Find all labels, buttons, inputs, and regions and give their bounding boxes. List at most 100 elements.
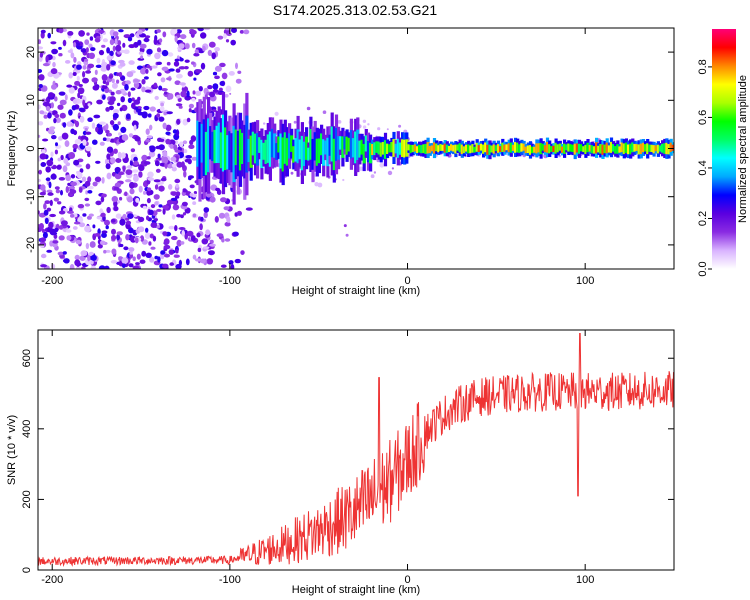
spectrogram-cell (137, 96, 141, 101)
spectrogram-cell (43, 209, 49, 216)
spectrogram-cell (68, 152, 76, 159)
spectrogram-cell (503, 144, 507, 152)
spectrogram-cell (42, 63, 50, 67)
spectrogram-cell (245, 207, 253, 211)
spectrogram-cell (155, 160, 160, 167)
spectrogram-cell (358, 140, 362, 158)
spectrogram-cell (173, 254, 180, 258)
spectrogram-cell (144, 35, 151, 39)
spectrogram-cell (128, 263, 134, 268)
spectrogram-cell (49, 126, 56, 130)
spectrogram-cell (73, 221, 81, 225)
spectrogram-cell (129, 181, 135, 189)
spectrogram-cell (203, 28, 211, 31)
spectrogram-cell (89, 36, 94, 41)
spectrogram-cell (343, 224, 347, 228)
spectrogram-cell (184, 66, 189, 70)
spectrogram-cell (40, 264, 47, 268)
spectrogram-cell (146, 64, 151, 69)
spectrogram-cell (188, 103, 194, 109)
spectrogram-cell (552, 145, 556, 153)
spectrogram-cell (176, 213, 182, 218)
y-tick-label: 400 (21, 420, 33, 438)
spectrogram-cell (40, 31, 45, 39)
spectrogram-cell (654, 145, 658, 152)
spectrogram-cell (187, 158, 192, 165)
spectrogram-cell (77, 92, 81, 99)
colorbar-tick-label: 0.4 (697, 160, 709, 175)
spectrogram-cell (147, 177, 155, 181)
spectrogram-cell (314, 182, 319, 187)
spectrogram-cell (145, 252, 152, 258)
spectrogram-cell (432, 142, 437, 154)
y-tick-label: -20 (25, 237, 37, 253)
spectrogram-cell (38, 169, 42, 175)
spectrogram-cell (124, 84, 129, 91)
spectrogram-cell (320, 133, 324, 156)
spectrogram-cell (392, 139, 396, 157)
spectrogram-cell (170, 197, 178, 201)
spectrogram-cell (456, 144, 460, 151)
spectrogram-cell (620, 142, 624, 153)
spectrogram-cell (38, 69, 43, 73)
spectrogram-cell (38, 39, 41, 45)
spectrogram-cell (548, 144, 552, 154)
spectrogram-cell (77, 217, 84, 224)
spectrogram-cell (230, 264, 235, 269)
colorbar-tick-label: 0.8 (697, 59, 709, 74)
spectrogram-cell (145, 128, 150, 135)
spectrogram-cell (138, 171, 143, 178)
spectrogram-cell (531, 146, 535, 154)
spectrogram-cell (116, 102, 121, 107)
spectrogram-cell (154, 52, 161, 60)
spectrogram-cell (212, 71, 218, 76)
spectrogram-cell (490, 145, 494, 153)
spectrogram-cell (91, 77, 98, 83)
spectrogram-cell (101, 61, 108, 69)
spectrogram-cell (70, 174, 76, 179)
spectrogram-cell (479, 143, 483, 151)
spectrogram-cell (146, 197, 151, 204)
spectrogram-cell (285, 138, 289, 166)
spectrogram-cell (45, 166, 51, 173)
spectrogram-cell (106, 172, 112, 180)
spectrogram-cell (137, 29, 143, 35)
spectrogram-cell (141, 78, 146, 85)
spectrogram-cell (216, 233, 224, 238)
spectrogram-cell (342, 178, 345, 182)
spectrogram-cell (82, 77, 89, 84)
x-tick-label: 0 (404, 574, 410, 586)
spectrogram-cell (180, 34, 187, 40)
spectrogram-cell (131, 97, 135, 102)
spectrogram-cell (152, 235, 157, 242)
spectrogram-cell (326, 137, 330, 167)
spectrogram-cell (176, 118, 181, 125)
spectrogram-cell (87, 151, 91, 158)
spectrogram-cell (66, 235, 72, 241)
spectrogram-cell (171, 28, 178, 35)
y-tick-label: 200 (21, 490, 33, 508)
spectrogram-cell (332, 138, 336, 171)
spectrogram-cell (90, 47, 96, 52)
spectrogram-cell (394, 143, 398, 154)
spectrogram-cell (106, 146, 114, 153)
spectrogram-cell (218, 212, 226, 219)
spectrogram-cell (159, 162, 164, 167)
spectrogram-cell (45, 105, 51, 112)
spectrogram-cell (345, 136, 349, 155)
spectrogram-cell (129, 33, 135, 38)
spectrogram-cell (171, 166, 177, 172)
spectrogram-cell (85, 242, 90, 250)
spectrogram-cell (153, 82, 158, 88)
spectrogram-cell (174, 149, 181, 153)
spectrogram-cell (121, 263, 126, 269)
spectrogram-cell (181, 206, 188, 210)
spectrogram-cell (156, 61, 162, 65)
spectrogram-cell (163, 244, 171, 250)
spectrogram-cell (124, 191, 128, 197)
spectrogram-cell (179, 82, 186, 86)
spectrogram-cell (45, 177, 51, 182)
spectrogram-cell (79, 168, 84, 174)
spectrogram-cell (211, 52, 216, 60)
spectrogram-cell (217, 91, 224, 95)
